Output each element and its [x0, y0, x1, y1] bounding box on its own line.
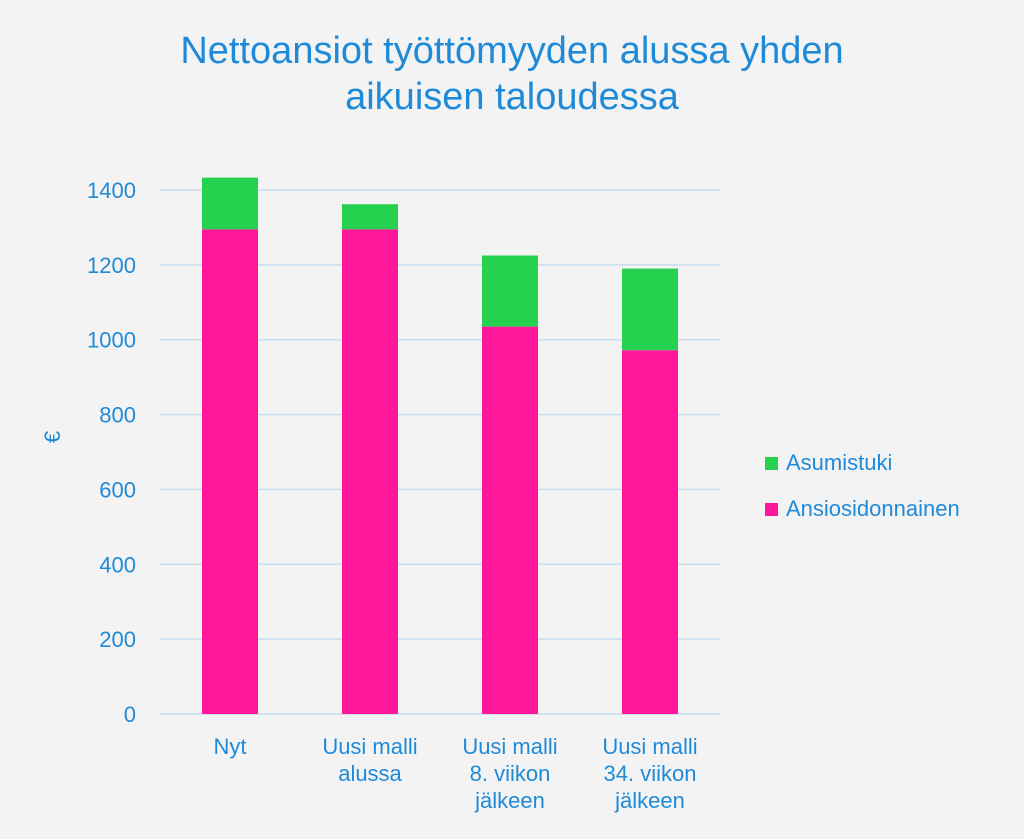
legend-swatch-ansiosidonnainen — [765, 502, 778, 516]
y-axis-label: € — [40, 431, 65, 443]
y-tick-label-1400: 1400 — [87, 178, 136, 203]
legend-label-asumistuki: Asumistuki — [786, 450, 893, 475]
bar-ansiosidonnainen-3 — [622, 350, 678, 714]
bar-asumistuki-0 — [202, 177, 258, 230]
legend-item-asumistuki: Asumistuki — [765, 440, 960, 486]
bar-asumistuki-2 — [482, 255, 538, 327]
x-tick-label-2: Uusi malli 8. viikon jälkeen — [462, 734, 557, 813]
y-tick-label-1000: 1000 — [87, 328, 136, 353]
y-tick-label-600: 600 — [99, 477, 136, 502]
bar-ansiosidonnainen-0 — [202, 229, 258, 715]
bar-asumistuki-1 — [342, 204, 398, 230]
y-tick-label-400: 400 — [99, 552, 136, 577]
chart-title: Nettoansiot työttömyyden alussa yhden ai… — [0, 28, 1024, 120]
x-tick-label-0: Nyt — [214, 734, 247, 759]
x-tick-label-3: Uusi malli 34. viikon jälkeen — [602, 734, 697, 813]
legend-label-ansiosidonnainen: Ansiosidonnainen — [786, 496, 960, 521]
bar-asumistuki-3 — [622, 268, 678, 351]
y-tick-label-200: 200 — [99, 627, 136, 652]
chart-title-line-1: Nettoansiot työttömyyden alussa yhden — [180, 30, 844, 72]
x-tick-label-1: Uusi malli alussa — [322, 734, 417, 786]
bar-ansiosidonnainen-1 — [342, 229, 398, 715]
y-tick-label-800: 800 — [99, 403, 136, 428]
legend-swatch-asumistuki — [765, 456, 778, 470]
chart-legend: Asumistuki Ansiosidonnainen — [765, 440, 960, 532]
chart-title-line-2: aikuisen taloudessa — [345, 76, 679, 118]
y-tick-label-1200: 1200 — [87, 253, 136, 278]
bar-ansiosidonnainen-2 — [482, 326, 538, 714]
legend-item-ansiosidonnainen: Ansiosidonnainen — [765, 486, 960, 532]
y-tick-label-0: 0 — [124, 702, 136, 727]
